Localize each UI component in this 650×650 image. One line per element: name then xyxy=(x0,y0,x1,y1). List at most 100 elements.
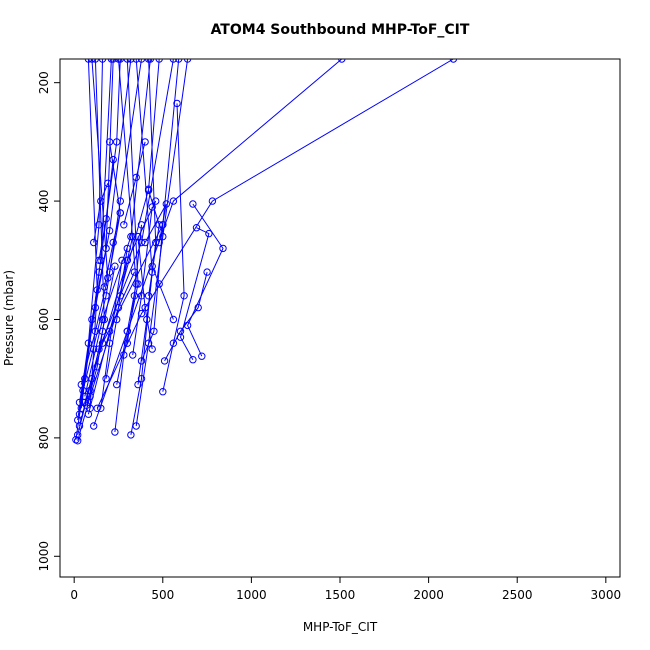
x-tick-label: 0 xyxy=(70,588,78,602)
data-point xyxy=(141,303,149,312)
data-point xyxy=(148,203,156,211)
profile-line xyxy=(93,183,109,243)
data-point xyxy=(137,357,146,365)
data-point xyxy=(97,404,105,412)
data-point xyxy=(91,59,100,63)
profile-line xyxy=(130,59,153,435)
data-point xyxy=(192,224,201,232)
y-tick-label: 600 xyxy=(37,308,51,331)
data-point xyxy=(162,200,171,208)
data-point xyxy=(105,138,114,146)
data-point xyxy=(116,209,125,217)
data-point xyxy=(148,262,156,270)
data-point xyxy=(97,197,105,205)
data-point xyxy=(219,244,227,253)
x-tick-label: 1000 xyxy=(236,588,267,602)
profile-line xyxy=(126,224,142,344)
y-axis-label: Pressure (mbar) xyxy=(2,270,16,366)
data-point xyxy=(132,422,140,430)
x-axis-label: MHP-ToF_CIT xyxy=(303,620,378,634)
data-point xyxy=(105,339,114,347)
data-point xyxy=(109,59,117,63)
chart-title: ATOM4 Southbound MHP-ToF_CIT xyxy=(211,22,470,38)
profile-line xyxy=(137,236,153,350)
data-point xyxy=(105,227,114,235)
profile-line xyxy=(100,260,123,409)
profile-line xyxy=(77,200,157,436)
data-point xyxy=(93,363,101,371)
data-point xyxy=(183,59,192,63)
data-point xyxy=(205,229,213,238)
profile-line xyxy=(187,203,224,357)
data-point xyxy=(160,357,169,365)
data-point xyxy=(95,221,103,229)
profile-line xyxy=(89,266,116,391)
profile-line xyxy=(164,271,208,362)
data-point xyxy=(104,179,112,188)
profile-line xyxy=(93,59,343,427)
data-point xyxy=(72,436,80,444)
data-point xyxy=(189,356,197,364)
data-point xyxy=(102,215,110,223)
data-point xyxy=(90,345,98,353)
data-point xyxy=(144,339,153,347)
profile-line xyxy=(96,59,454,409)
data-point xyxy=(127,431,135,439)
profile-line xyxy=(116,59,137,385)
data-point xyxy=(169,197,178,205)
data-point xyxy=(152,197,160,205)
data-point xyxy=(129,232,137,241)
profile-line xyxy=(141,224,164,362)
data-point xyxy=(169,59,178,63)
x-tick-label: 500 xyxy=(151,588,174,602)
y-tick-label: 400 xyxy=(37,190,51,213)
data-point xyxy=(144,292,153,300)
data-point xyxy=(180,292,188,300)
data-point xyxy=(113,380,121,389)
profile-line xyxy=(87,59,160,415)
data-point xyxy=(123,256,132,264)
data-point xyxy=(189,200,197,208)
data-point xyxy=(159,221,167,229)
data-point xyxy=(129,351,137,359)
data-point xyxy=(148,345,156,353)
data-point xyxy=(93,404,101,412)
profile-line xyxy=(105,248,128,379)
data-point xyxy=(137,309,146,318)
data-point xyxy=(183,321,192,330)
data-point xyxy=(116,197,125,205)
data-point xyxy=(109,155,117,164)
series-layer xyxy=(72,59,458,445)
data-point xyxy=(169,315,178,324)
x-tick-label: 1500 xyxy=(325,588,356,602)
profile-line xyxy=(87,59,98,409)
data-point xyxy=(123,339,132,347)
profile-line xyxy=(132,206,153,356)
data-point xyxy=(198,352,206,360)
data-point xyxy=(169,339,178,347)
profile-line xyxy=(179,227,210,360)
x-tick-label: 2500 xyxy=(502,588,533,602)
y-tick-label: 800 xyxy=(37,426,51,449)
data-point xyxy=(137,221,146,229)
profile-line xyxy=(119,236,134,296)
data-point xyxy=(102,375,110,383)
x-tick-label: 3000 xyxy=(591,588,622,602)
data-point xyxy=(75,398,84,407)
data-point xyxy=(98,327,107,335)
data-point xyxy=(111,262,119,270)
data-point xyxy=(449,59,458,63)
data-point xyxy=(95,256,103,264)
y-tick-label: 1000 xyxy=(37,541,51,572)
data-point xyxy=(98,339,107,347)
data-point xyxy=(114,59,123,63)
data-point xyxy=(90,422,98,430)
data-point xyxy=(74,437,82,445)
data-point xyxy=(141,138,149,146)
data-point xyxy=(203,268,211,276)
data-point xyxy=(134,380,142,389)
data-point xyxy=(150,327,158,335)
data-point xyxy=(132,173,140,182)
y-axis: 200 400 600 800 1000 xyxy=(37,71,60,572)
